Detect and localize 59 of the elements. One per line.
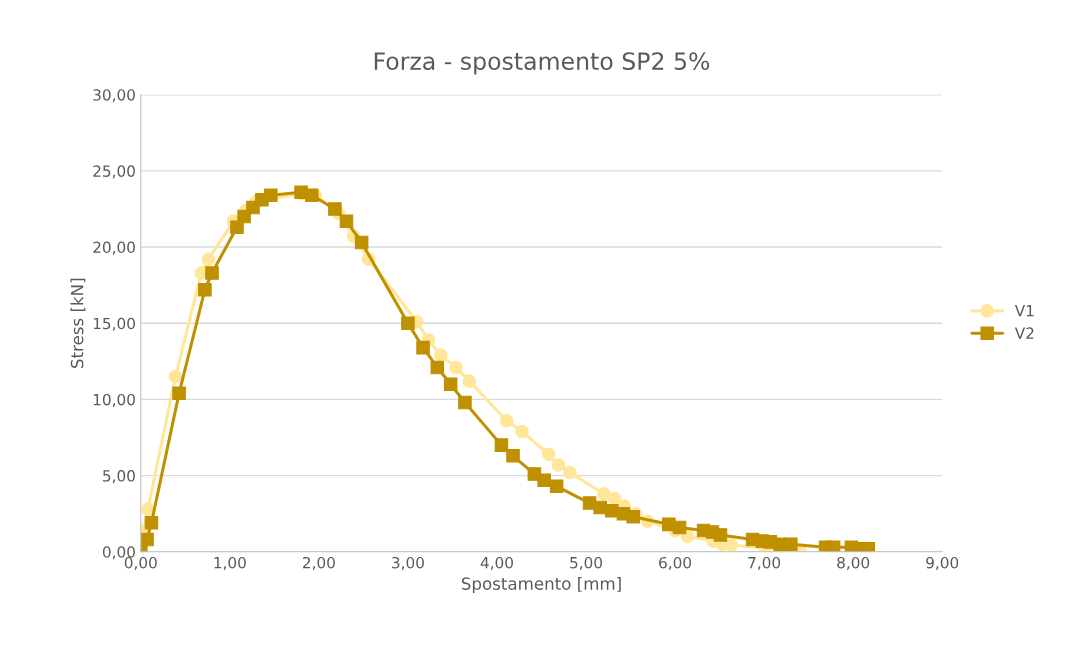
point xyxy=(416,340,430,355)
x-tick-label: 2,00 xyxy=(302,556,335,571)
point xyxy=(140,532,154,547)
point xyxy=(607,491,622,506)
point xyxy=(401,316,415,330)
point xyxy=(672,520,687,535)
point xyxy=(434,348,448,362)
legend-label: V1 xyxy=(1014,305,1034,317)
point xyxy=(784,537,798,551)
x-tick-label: 8,00 xyxy=(837,556,870,571)
point xyxy=(537,473,551,487)
point xyxy=(494,438,509,452)
point xyxy=(144,516,159,530)
point xyxy=(141,502,155,516)
point xyxy=(826,540,841,552)
point xyxy=(354,235,369,250)
point xyxy=(506,449,520,463)
point xyxy=(713,528,728,542)
point xyxy=(205,266,219,280)
y-tick-label: 30,00 xyxy=(93,89,135,103)
y-tick-label: 10,00 xyxy=(93,393,135,407)
point xyxy=(551,458,566,472)
point xyxy=(198,282,212,297)
y-tick-label: 5,00 xyxy=(103,470,135,484)
point xyxy=(515,424,529,439)
point xyxy=(500,413,514,428)
point xyxy=(541,447,556,462)
point xyxy=(597,487,611,501)
y-tick-label: 25,00 xyxy=(93,165,135,179)
x-tick-label: 4,00 xyxy=(480,556,513,571)
y-tick-label: 20,00 xyxy=(93,241,135,255)
chart-title: Forza - spostamento SP2 5% xyxy=(374,52,710,75)
point xyxy=(172,386,186,401)
point xyxy=(443,377,458,391)
point xyxy=(339,214,354,228)
legend-label: V2 xyxy=(1014,327,1034,339)
point xyxy=(563,465,577,480)
x-tick-label: 6,00 xyxy=(659,556,692,571)
point xyxy=(458,395,472,410)
point xyxy=(230,220,244,235)
x-tick-label: 7,00 xyxy=(748,556,781,571)
x-tick-label: 5,00 xyxy=(570,556,603,571)
point xyxy=(264,188,278,203)
point xyxy=(462,374,477,388)
point xyxy=(724,538,738,552)
x-tick-label: 9,00 xyxy=(926,556,959,571)
point xyxy=(328,202,342,216)
point xyxy=(201,252,216,267)
x-tick-label: 1,00 xyxy=(214,556,246,571)
point xyxy=(549,479,564,494)
x-tick-label: 3,00 xyxy=(392,556,424,571)
x-axis-title: Spostamento [mm] xyxy=(461,576,621,594)
point xyxy=(430,360,445,375)
y-tick-label: 15,00 xyxy=(93,317,135,331)
point xyxy=(449,360,463,375)
y-axis-title: Stress [kN] xyxy=(70,278,86,368)
point xyxy=(304,188,319,203)
point xyxy=(168,369,183,384)
point xyxy=(680,529,695,544)
